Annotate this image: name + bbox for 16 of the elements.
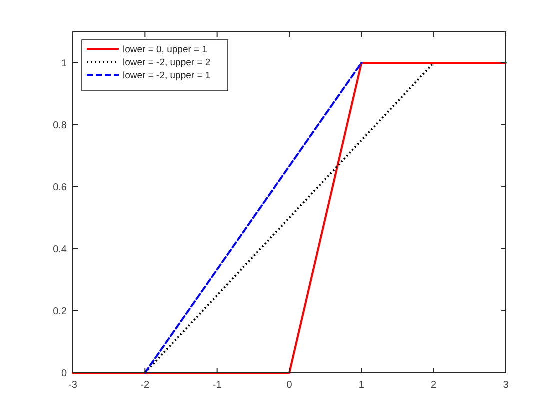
y-tick-label: 0.6 [53, 182, 68, 194]
legend-label: lower = -2, upper = 2 [123, 58, 211, 68]
x-tick-label: -1 [212, 380, 222, 391]
x-tick-label: 0 [286, 380, 293, 391]
legend-label: lower = 0, upper = 1 [123, 44, 208, 56]
y-tick-label: 0.2 [53, 306, 68, 318]
y-tick-label: 0.4 [53, 244, 68, 256]
y-tick-label: 1 [61, 58, 68, 70]
x-tick-label: 3 [503, 380, 510, 391]
x-tick-label: -2 [140, 380, 150, 391]
y-tick-label: 0.8 [53, 120, 68, 132]
y-tick-label: 0 [61, 368, 68, 380]
x-tick-label: 1 [358, 380, 365, 391]
x-tick-label: 2 [431, 380, 438, 391]
legend-label: lower = -2, upper = 1 [123, 70, 211, 82]
x-tick-label: -3 [68, 380, 78, 391]
